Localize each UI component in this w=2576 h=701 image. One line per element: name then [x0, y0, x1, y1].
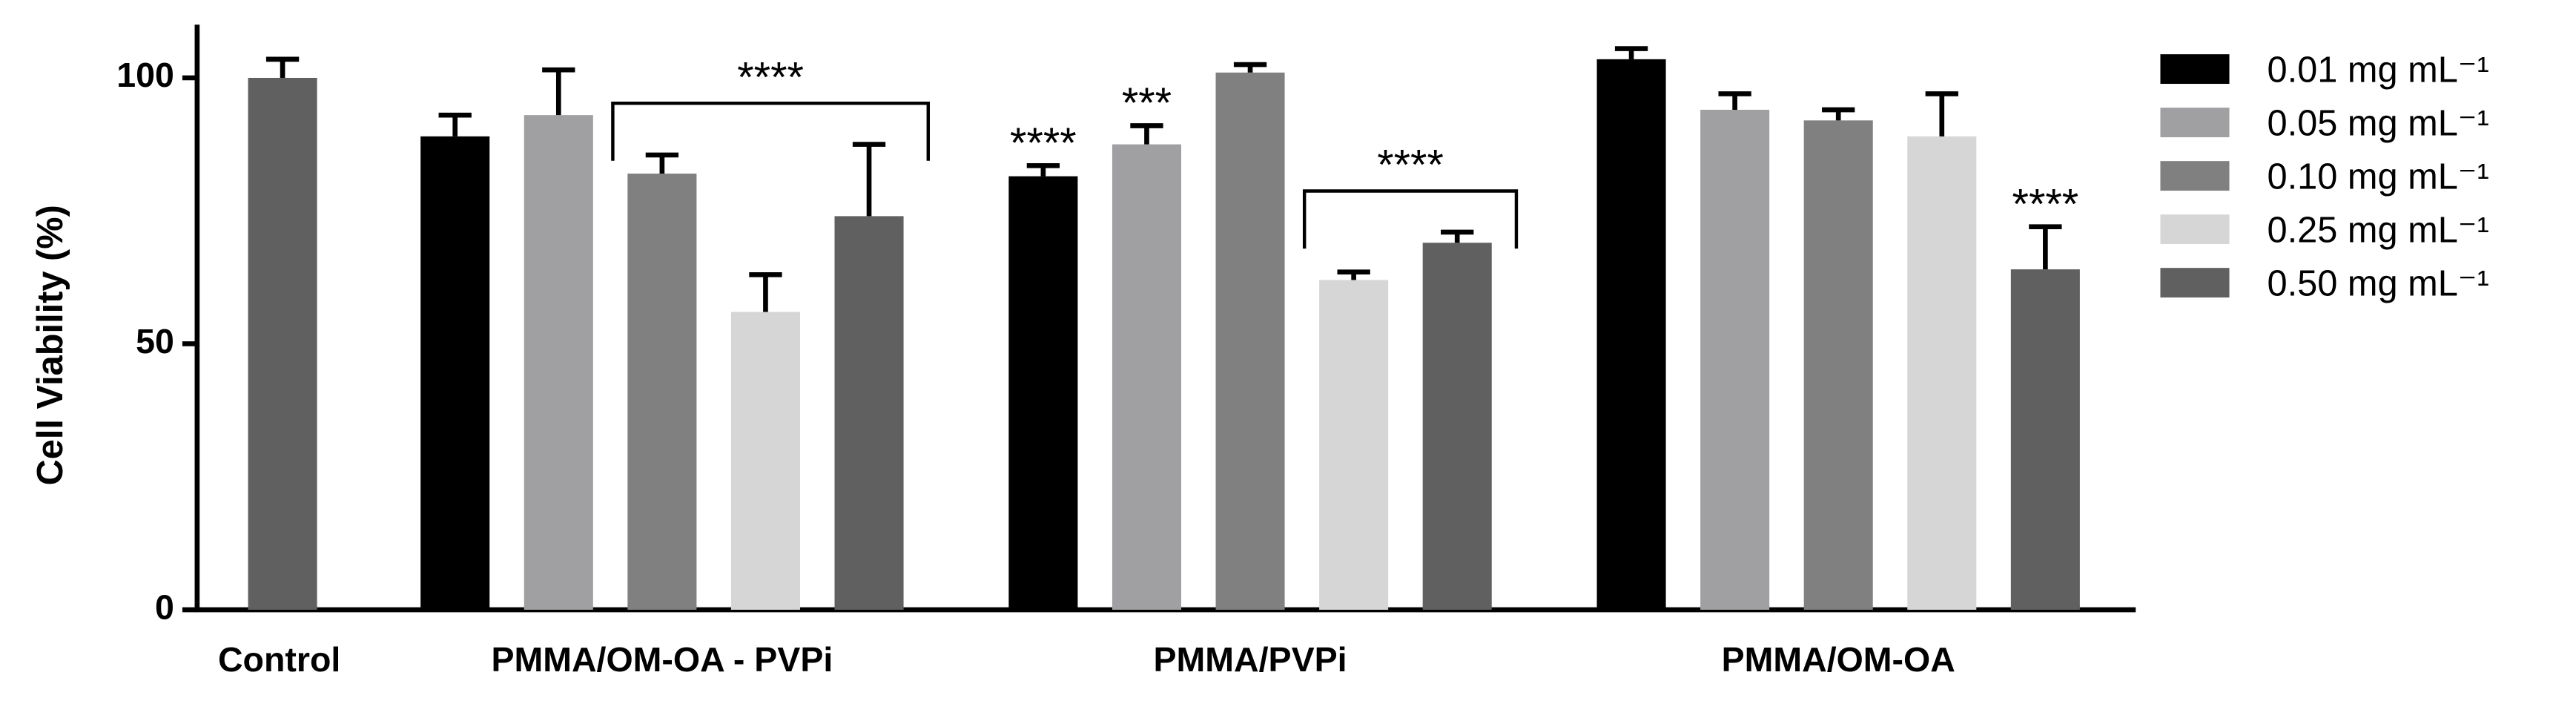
error-bar	[1614, 46, 1648, 59]
legend-label: 0.01 mg mL⁻¹	[2267, 50, 2489, 90]
legend-swatch	[2160, 108, 2230, 138]
error-bar	[852, 142, 886, 217]
significance-bracket	[611, 101, 931, 161]
error-bar	[1337, 269, 1370, 280]
error-bar	[1130, 123, 1163, 145]
bar	[1319, 280, 1389, 611]
y-tick-label: 50	[136, 322, 174, 361]
error-bar	[265, 56, 300, 78]
bar	[1215, 72, 1285, 611]
bar	[627, 174, 697, 611]
error-bar	[1822, 107, 1855, 121]
bar	[420, 136, 490, 611]
x-tick-label: Control	[218, 640, 340, 679]
error-bar	[1026, 162, 1060, 177]
bar	[730, 312, 800, 611]
error-bar	[1233, 62, 1267, 73]
significance-label: ****	[737, 53, 804, 101]
error-bar	[1925, 91, 1958, 136]
significance-bracket	[1302, 189, 1519, 249]
legend-label: 0.50 mg mL⁻¹	[2267, 263, 2489, 303]
legend-swatch	[2160, 268, 2230, 298]
significance-label: ****	[1377, 142, 1444, 189]
significance-label: ****	[2012, 180, 2079, 228]
legend-swatch	[2160, 214, 2230, 245]
error-bar	[1441, 229, 1474, 243]
bar	[1907, 136, 1977, 611]
bar	[1596, 59, 1666, 611]
error-bar	[542, 67, 575, 116]
legend-label: 0.25 mg mL⁻¹	[2267, 210, 2489, 250]
legend-label: 0.10 mg mL⁻¹	[2267, 157, 2489, 197]
y-tick-label: 0	[155, 588, 174, 626]
bar	[524, 115, 593, 611]
error-bar	[1718, 91, 1751, 110]
bar	[1803, 120, 1873, 611]
bar	[1422, 243, 1492, 611]
bar	[834, 216, 904, 611]
x-tick-label: PMMA/PVPi	[1154, 640, 1347, 679]
y-axis-label: Cell Viability (%)	[30, 205, 70, 485]
legend-swatch	[2160, 54, 2230, 85]
error-bar	[2029, 224, 2062, 270]
bar	[1008, 176, 1078, 611]
bar	[1700, 109, 1770, 611]
bar	[248, 77, 317, 611]
significance-label: ****	[1010, 119, 1077, 167]
bar	[1112, 144, 1181, 611]
x-tick-label: PMMA/OM-OA - PVPi	[491, 640, 833, 679]
bar	[2010, 269, 2080, 611]
legend-label: 0.05 mg mL⁻¹	[2267, 103, 2489, 143]
y-tick-label: 100	[116, 56, 174, 94]
legend-swatch	[2160, 161, 2230, 191]
error-bar	[645, 152, 679, 174]
significance-label: ***	[1122, 79, 1172, 127]
error-bar	[438, 112, 472, 136]
x-tick-label: PMMA/OM-OA	[1722, 640, 1955, 679]
error-bar	[749, 271, 782, 312]
